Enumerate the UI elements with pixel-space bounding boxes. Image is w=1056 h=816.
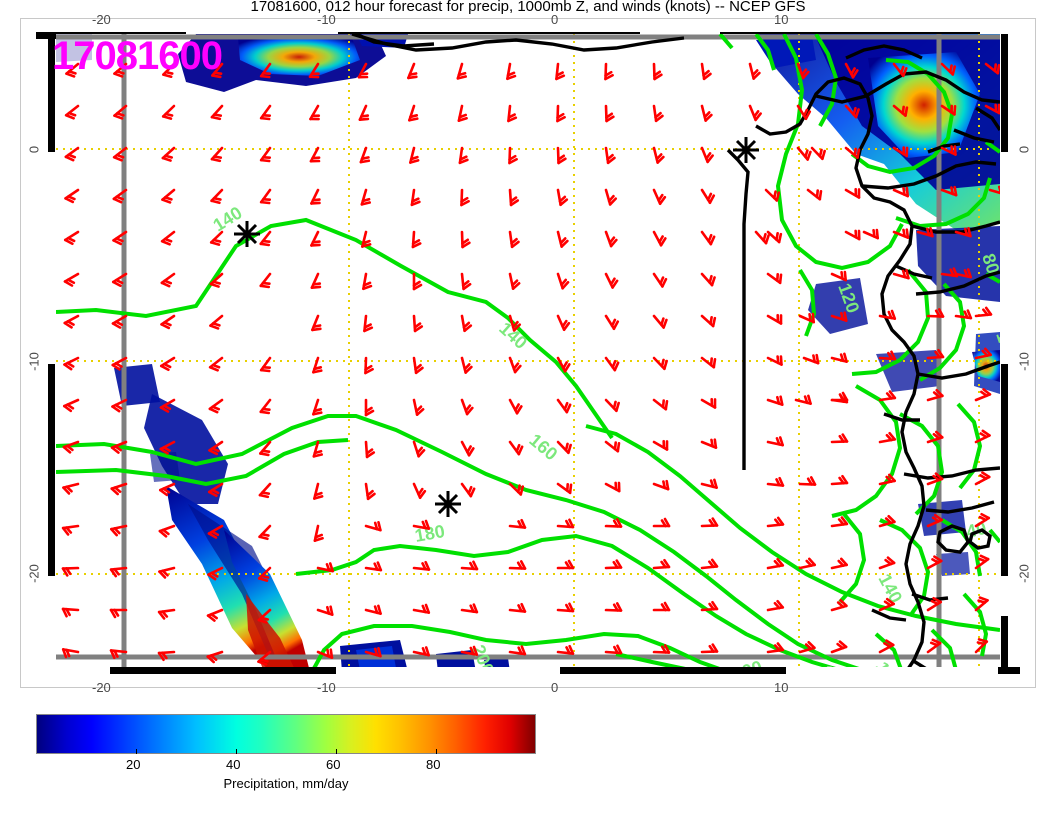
colorbar-tick-1: 40 — [226, 757, 241, 772]
x-tick-bottom-0: -20 — [92, 680, 111, 695]
colorbar-label: Precipitation, mm/day — [223, 776, 349, 791]
axis-band-bottom-3 — [998, 667, 1020, 674]
map-plot: 140 140 160 180 200 120 80 100 40 140 20… — [20, 12, 1036, 695]
svg-text:160: 160 — [525, 430, 561, 465]
x-tick-top-0: -20 — [92, 12, 111, 27]
meridian-lines — [56, 34, 1000, 672]
map-canvas: 140 140 160 180 200 120 80 100 40 140 20… — [56, 34, 1000, 672]
x-tick-top-2: 0 — [551, 12, 559, 27]
axis-band-right-3 — [1001, 616, 1008, 672]
axis-band-left-1 — [48, 34, 55, 152]
x-tick-top-3: 10 — [774, 12, 789, 27]
y-tick-left-1: -10 — [26, 352, 42, 371]
coastline-layer — [351, 34, 1000, 672]
svg-text:100: 100 — [992, 329, 1000, 364]
y-tick-right-1: -10 — [1016, 352, 1032, 371]
x-tick-bottom-2: 0 — [551, 680, 559, 695]
page-title: 17081600, 012 hour forecast for precip, … — [250, 0, 806, 15]
colorbar-notch-20 — [136, 749, 137, 754]
colorbar-notch-80 — [436, 749, 437, 754]
axis-band-right-2 — [1001, 364, 1008, 576]
y-tick-left-0: 0 — [26, 145, 42, 154]
colorbar-notch-40 — [236, 749, 237, 754]
map-svg: 140 140 160 180 200 120 80 100 40 140 20… — [56, 34, 1000, 672]
colorbar-tick-3: 80 — [426, 757, 441, 772]
axis-band-bottom-1 — [110, 667, 336, 674]
svg-text:140: 140 — [210, 203, 246, 236]
axis-band-right-1 — [1001, 34, 1008, 152]
x-tick-top-1: -10 — [317, 12, 336, 27]
svg-text:180: 180 — [413, 521, 446, 546]
y-tick-left-2: -20 — [26, 564, 42, 583]
y-tick-right-0: 0 — [1016, 145, 1032, 154]
colorbar — [36, 714, 536, 754]
axis-band-left-2 — [48, 364, 55, 576]
contour-labels: 140 140 160 180 200 120 80 100 40 140 20… — [210, 203, 1000, 672]
x-tick-bottom-3: 10 — [774, 680, 789, 695]
svg-text:80: 80 — [978, 251, 1000, 276]
colorbar-notch-60 — [336, 749, 337, 754]
y-tick-right-2: -20 — [1016, 564, 1032, 583]
x-tick-bottom-1: -10 — [317, 680, 336, 695]
axis-band-bottom-2 — [560, 667, 786, 674]
forecast-timestamp-stamp: 17081600 — [52, 34, 223, 78]
colorbar-tick-2: 60 — [326, 757, 341, 772]
axis-band-bottom-bg — [36, 667, 980, 674]
station-marker-2 — [433, 489, 463, 519]
colorbar-tick-0: 20 — [126, 757, 141, 772]
svg-text:180: 180 — [817, 661, 853, 672]
